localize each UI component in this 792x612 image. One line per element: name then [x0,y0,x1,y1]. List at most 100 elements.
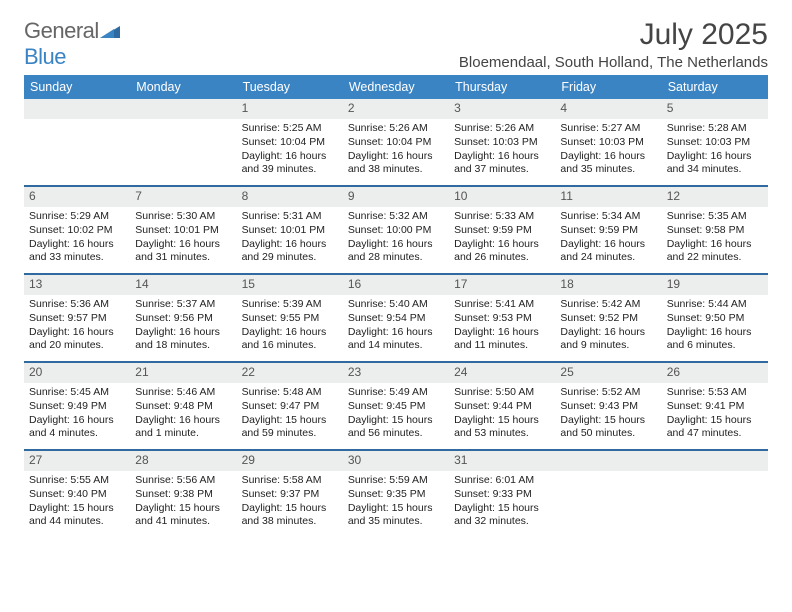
day-line-sr: Sunrise: 5:55 AM [29,474,125,488]
day-cell: 13Sunrise: 5:36 AMSunset: 9:57 PMDayligh… [24,275,130,361]
day-line-ss: Sunset: 9:54 PM [348,312,444,326]
day-number: 24 [449,363,555,383]
day-line-dl1: Daylight: 15 hours [242,502,338,516]
day-line-sr: Sunrise: 5:32 AM [348,210,444,224]
day-body: Sunrise: 5:56 AMSunset: 9:38 PMDaylight:… [130,471,236,529]
day-number: 11 [555,187,661,207]
day-line-sr: Sunrise: 5:46 AM [135,386,231,400]
day-body: Sunrise: 5:39 AMSunset: 9:55 PMDaylight:… [237,295,343,353]
day-body: Sunrise: 5:58 AMSunset: 9:37 PMDaylight:… [237,471,343,529]
day-line-dl2: and 41 minutes. [135,515,231,529]
day-line-dl2: and 37 minutes. [454,163,550,177]
day-line-ss: Sunset: 10:01 PM [135,224,231,238]
day-cell: 6Sunrise: 5:29 AMSunset: 10:02 PMDayligh… [24,187,130,273]
day-number: 2 [343,99,449,119]
day-cell: 24Sunrise: 5:50 AMSunset: 9:44 PMDayligh… [449,363,555,449]
day-line-sr: Sunrise: 5:33 AM [454,210,550,224]
day-line-dl2: and 39 minutes. [242,163,338,177]
day-line-ss: Sunset: 9:40 PM [29,488,125,502]
day-line-dl2: and 14 minutes. [348,339,444,353]
day-body: Sunrise: 5:25 AMSunset: 10:04 PMDaylight… [237,119,343,177]
day-line-ss: Sunset: 9:53 PM [454,312,550,326]
day-line-dl2: and 26 minutes. [454,251,550,265]
day-cell: 20Sunrise: 5:45 AMSunset: 9:49 PMDayligh… [24,363,130,449]
day-line-sr: Sunrise: 5:26 AM [454,122,550,136]
day-line-dl2: and 35 minutes. [560,163,656,177]
day-line-sr: Sunrise: 5:48 AM [242,386,338,400]
day-body: Sunrise: 5:44 AMSunset: 9:50 PMDaylight:… [662,295,768,353]
day-line-dl1: Daylight: 15 hours [560,414,656,428]
day-line-ss: Sunset: 10:02 PM [29,224,125,238]
day-line-dl1: Daylight: 16 hours [135,326,231,340]
day-line-sr: Sunrise: 5:42 AM [560,298,656,312]
day-line-ss: Sunset: 10:00 PM [348,224,444,238]
day-cell: 3Sunrise: 5:26 AMSunset: 10:03 PMDayligh… [449,99,555,185]
day-number: 23 [343,363,449,383]
day-line-ss: Sunset: 9:45 PM [348,400,444,414]
day-line-sr: Sunrise: 5:36 AM [29,298,125,312]
day-cell: 15Sunrise: 5:39 AMSunset: 9:55 PMDayligh… [237,275,343,361]
dow-saturday: Saturday [662,75,768,99]
day-number: 9 [343,187,449,207]
day-body: Sunrise: 5:53 AMSunset: 9:41 PMDaylight:… [662,383,768,441]
day-line-dl1: Daylight: 16 hours [348,326,444,340]
day-line-sr: Sunrise: 5:40 AM [348,298,444,312]
day-line-dl2: and 28 minutes. [348,251,444,265]
day-number: 26 [662,363,768,383]
day-body: Sunrise: 5:35 AMSunset: 9:58 PMDaylight:… [662,207,768,265]
day-line-ss: Sunset: 10:03 PM [560,136,656,150]
day-line-dl2: and 32 minutes. [454,515,550,529]
day-line-ss: Sunset: 9:52 PM [560,312,656,326]
day-cell: 31Sunrise: 6:01 AMSunset: 9:33 PMDayligh… [449,451,555,537]
day-cell: 23Sunrise: 5:49 AMSunset: 9:45 PMDayligh… [343,363,449,449]
day-line-dl2: and 34 minutes. [667,163,763,177]
day-line-dl2: and 16 minutes. [242,339,338,353]
logo-triangle-icon [100,22,120,38]
day-line-dl1: Daylight: 15 hours [348,414,444,428]
day-line-ss: Sunset: 9:59 PM [560,224,656,238]
day-cell: 10Sunrise: 5:33 AMSunset: 9:59 PMDayligh… [449,187,555,273]
day-line-ss: Sunset: 9:41 PM [667,400,763,414]
day-number: 17 [449,275,555,295]
day-line-dl1: Daylight: 15 hours [454,502,550,516]
day-number: 28 [130,451,236,471]
day-line-dl2: and 38 minutes. [242,515,338,529]
day-line-sr: Sunrise: 5:45 AM [29,386,125,400]
location: Bloemendaal, South Holland, The Netherla… [459,54,768,71]
day-cell: 7Sunrise: 5:30 AMSunset: 10:01 PMDayligh… [130,187,236,273]
dow-wednesday: Wednesday [343,75,449,99]
day-cell: 4Sunrise: 5:27 AMSunset: 10:03 PMDayligh… [555,99,661,185]
day-line-dl2: and 33 minutes. [29,251,125,265]
day-number: 16 [343,275,449,295]
day-line-sr: Sunrise: 5:59 AM [348,474,444,488]
day-line-ss: Sunset: 10:03 PM [667,136,763,150]
day-line-dl2: and 38 minutes. [348,163,444,177]
dow-sunday: Sunday [24,75,130,99]
day-line-dl2: and 56 minutes. [348,427,444,441]
day-body: Sunrise: 5:41 AMSunset: 9:53 PMDaylight:… [449,295,555,353]
day-line-sr: Sunrise: 5:41 AM [454,298,550,312]
day-number [24,99,130,119]
day-line-ss: Sunset: 9:49 PM [29,400,125,414]
day-body: Sunrise: 5:42 AMSunset: 9:52 PMDaylight:… [555,295,661,353]
day-cell [662,451,768,537]
day-body: Sunrise: 5:27 AMSunset: 10:03 PMDaylight… [555,119,661,177]
day-line-dl2: and 18 minutes. [135,339,231,353]
day-number: 5 [662,99,768,119]
day-body: Sunrise: 5:32 AMSunset: 10:00 PMDaylight… [343,207,449,265]
day-line-dl2: and 35 minutes. [348,515,444,529]
week-row: 13Sunrise: 5:36 AMSunset: 9:57 PMDayligh… [24,273,768,361]
day-line-ss: Sunset: 9:37 PM [242,488,338,502]
day-body: Sunrise: 5:33 AMSunset: 9:59 PMDaylight:… [449,207,555,265]
day-cell: 1Sunrise: 5:25 AMSunset: 10:04 PMDayligh… [237,99,343,185]
day-number: 31 [449,451,555,471]
day-cell: 29Sunrise: 5:58 AMSunset: 9:37 PMDayligh… [237,451,343,537]
day-line-dl1: Daylight: 16 hours [667,238,763,252]
day-body: Sunrise: 5:29 AMSunset: 10:02 PMDaylight… [24,207,130,265]
day-line-dl2: and 22 minutes. [667,251,763,265]
day-line-dl1: Daylight: 16 hours [560,326,656,340]
day-number: 25 [555,363,661,383]
day-line-sr: Sunrise: 5:29 AM [29,210,125,224]
week-row: 20Sunrise: 5:45 AMSunset: 9:49 PMDayligh… [24,361,768,449]
dow-friday: Friday [555,75,661,99]
